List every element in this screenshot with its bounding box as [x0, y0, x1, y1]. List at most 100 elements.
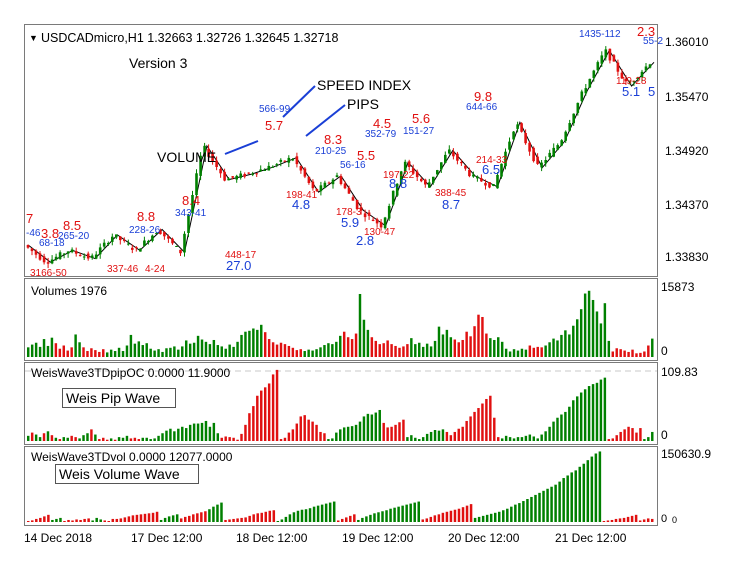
speed-label-7: 8.3: [324, 132, 342, 147]
wave-volume-label-10: 151-27: [403, 126, 435, 137]
volume-bar-13: [74, 334, 77, 357]
pip-wave-bar-24: [117, 437, 121, 441]
volume-wave-bar-75: [324, 503, 328, 522]
volume-bar-94: [394, 345, 397, 357]
candle-body-29: [139, 248, 142, 252]
volume-wave-bar-120: [506, 508, 509, 522]
volume-wave-bar-97: [413, 502, 416, 522]
volume-wave-bar-55: [244, 517, 247, 522]
candle-body-19: [98, 247, 102, 255]
candle-body-56: [247, 172, 250, 174]
candle-body-24: [119, 236, 122, 241]
pip-wave-bar-140: [576, 396, 579, 441]
candle-body-55: [243, 174, 246, 177]
pip-wave-bar-3: [34, 434, 38, 441]
candle-body-92: [391, 190, 395, 205]
volume-bar-121: [500, 341, 504, 357]
volume-bar-118: [489, 338, 492, 357]
volume-bar-21: [105, 352, 109, 357]
pip-wave-bar-124: [512, 438, 516, 441]
volume-wave-bar-30: [143, 513, 147, 522]
pip-wave-bar-157: [643, 439, 646, 441]
volume-wave-bar-136: [570, 472, 573, 522]
volume-wave-bar-70: [304, 509, 308, 522]
candle-body-76: [327, 182, 331, 184]
candle-body-64: [279, 159, 283, 162]
candle-body-117: [492, 184, 495, 186]
volume-wave-bar-67: [292, 512, 296, 522]
volume-wave-bar-114: [481, 515, 485, 522]
volume-wave-bar-94: [401, 505, 404, 522]
candle-body-125: [524, 133, 527, 144]
candle-body-43: [195, 173, 198, 196]
volume-bar-72: [307, 349, 310, 357]
pip-wave-bar-22: [109, 438, 113, 441]
volume-wave-bar-24: [119, 518, 123, 522]
candle-body-131: [548, 152, 551, 158]
wave-volume-label-20: 197-22: [383, 170, 415, 181]
volume-wave-bar-83: [357, 519, 360, 522]
candle-body-4: [38, 253, 42, 260]
volume-bar-146: [599, 323, 603, 357]
volume-bar-30: [141, 345, 144, 357]
volume-bar-113: [469, 336, 472, 357]
volume-bar-149: [611, 351, 614, 357]
candle-body-74: [319, 185, 323, 192]
volume-wave-bar-2: [31, 520, 34, 522]
pip-wave-bar-70: [299, 416, 302, 441]
candle-body-105: [444, 154, 447, 163]
volume-bar-101: [421, 346, 425, 357]
volume-wave-bar-39: [179, 518, 183, 522]
volume-wave-bar-77: [332, 501, 336, 522]
pip-wave-bar-92: [386, 427, 389, 441]
pip-wave-bar-123: [508, 437, 512, 441]
volume-bar-46: [204, 341, 208, 357]
volume-wave-bar-16: [87, 518, 90, 522]
volume-bar-158: [647, 345, 650, 357]
candle-body-20: [102, 242, 106, 247]
speed-label-9: 4.5: [373, 116, 391, 131]
volume-wave-bar-44: [200, 512, 203, 522]
pip-wave-bar-8: [54, 437, 58, 441]
pip-wave-bar-145: [595, 382, 599, 441]
volume-bar-65: [279, 342, 283, 357]
candle-body-95: [403, 161, 407, 172]
pip-wave-series: [27, 369, 654, 441]
candle-body-50: [223, 171, 226, 181]
pip-wave-bar-58: [252, 406, 255, 441]
volume-bar-143: [587, 290, 591, 357]
volume-bar-81: [342, 331, 346, 357]
candle-body-9: [58, 252, 62, 259]
pip-wave-bar-45: [200, 422, 204, 441]
volume-bar-54: [236, 341, 239, 357]
volume-bar-43: [192, 342, 196, 357]
volume-wave-bar-135: [566, 475, 569, 522]
pip-wave-bar-6: [46, 431, 50, 441]
wave-volume-label-17: 198-41: [286, 190, 318, 201]
pip-wave-bar-9: [58, 439, 62, 441]
symbol-dropdown-icon[interactable]: ▼: [29, 33, 38, 43]
candle-body-11: [66, 251, 70, 254]
candle-body-45: [203, 145, 206, 157]
candle-body-60: [263, 170, 267, 171]
pip-wave-bar-68: [291, 429, 295, 441]
wave-volume-label-13: 55-2: [643, 36, 663, 47]
pip-wave-bar-7: [50, 435, 54, 441]
pip-wave-bar-151: [619, 431, 622, 441]
candle-body-32: [151, 235, 154, 241]
candle-body-146: [608, 48, 612, 61]
volume-wave-bar-28: [135, 514, 139, 522]
pip-wave-bar-99: [414, 437, 417, 441]
pip-wave-bar-111: [461, 426, 464, 441]
candle-body-57: [251, 173, 254, 175]
candle-body-49: [219, 169, 222, 174]
volume-wave-bar-91: [389, 508, 392, 522]
candle-body-143: [596, 62, 600, 71]
pip-wave-title: WeisWave3TDpipOC 0.0000 11.9000: [31, 366, 231, 380]
volume-annotation: VOLUME: [157, 149, 216, 165]
candle-body-61: [267, 165, 271, 171]
volume-wave-axis-max: 150630.9: [661, 447, 711, 461]
pip-wave-bar-137: [564, 411, 567, 441]
